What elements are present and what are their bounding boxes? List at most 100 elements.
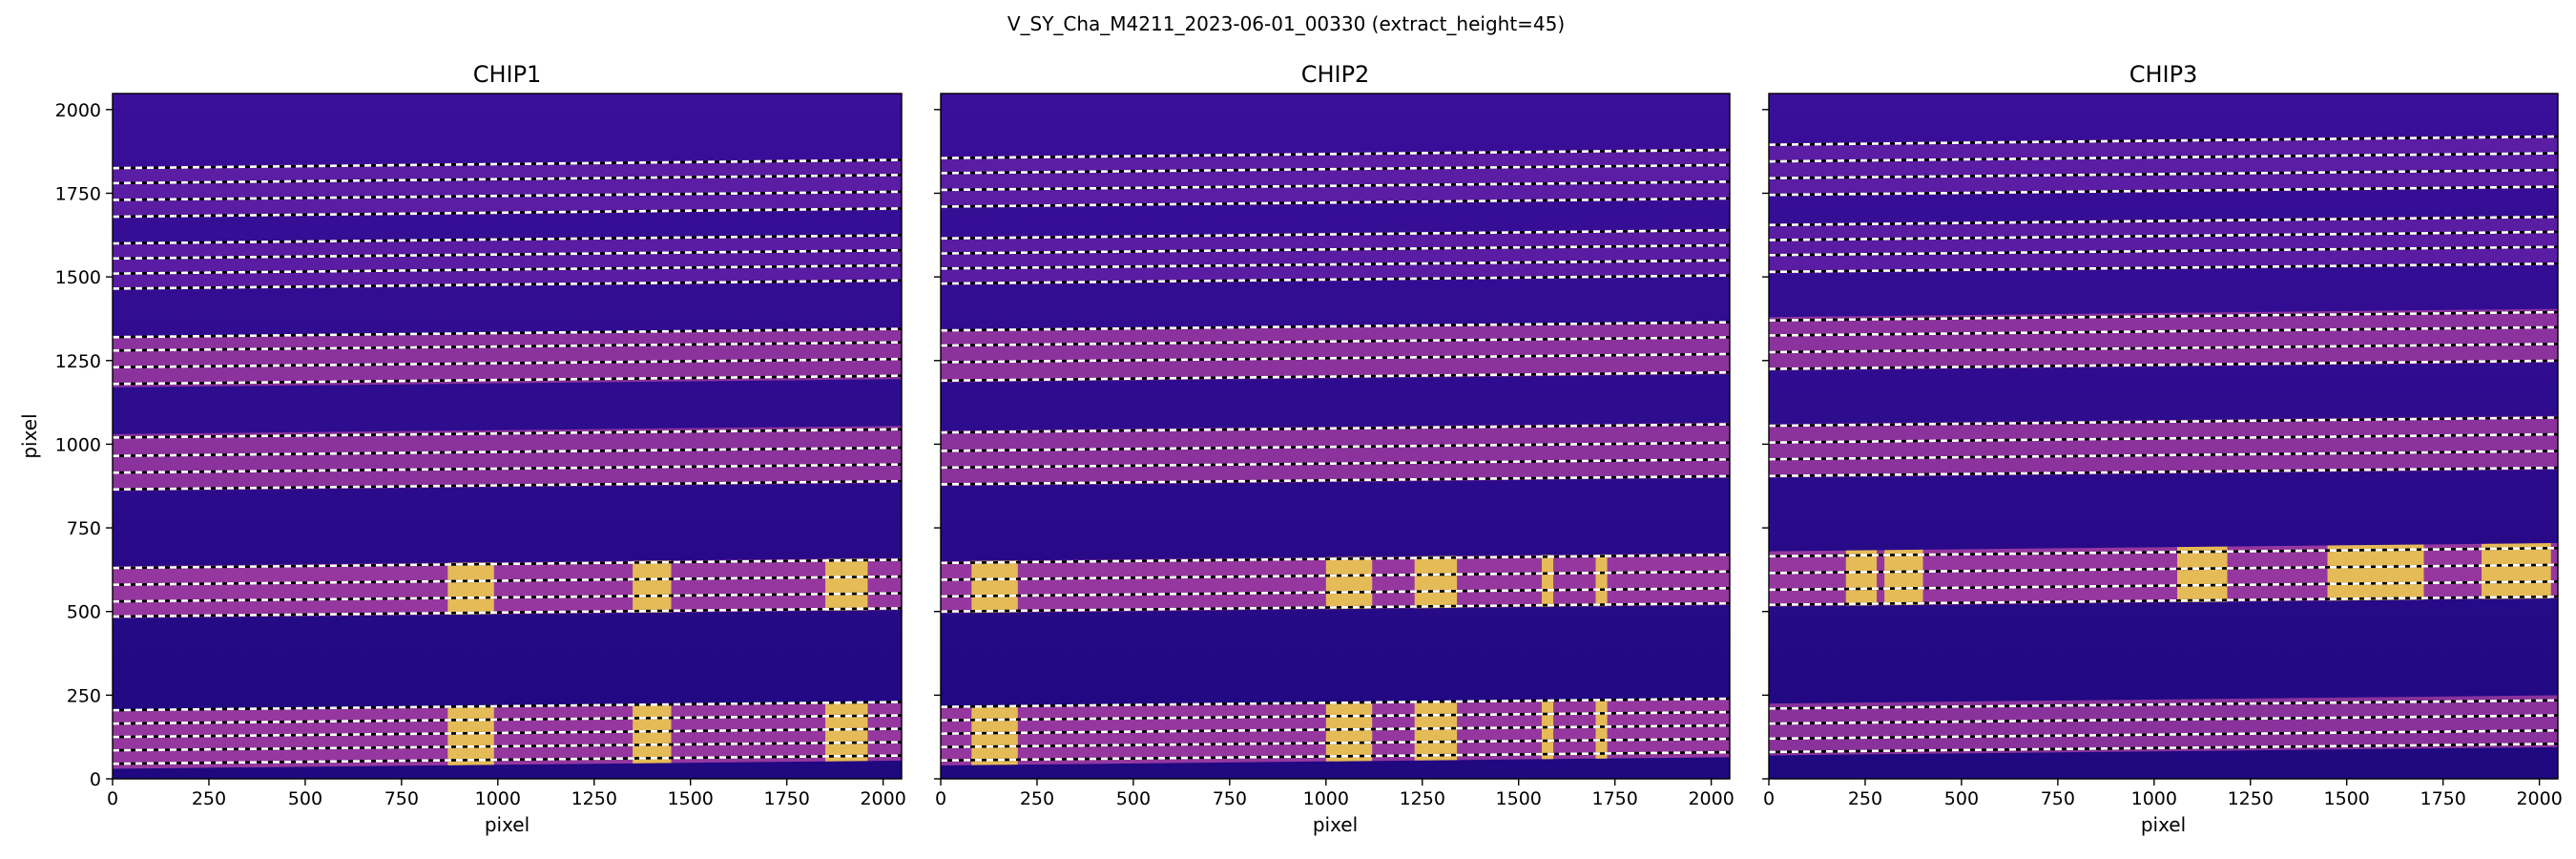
trace-line xyxy=(941,697,1730,708)
trace-line xyxy=(1769,215,2558,227)
panel-title: CHIP1 xyxy=(473,61,542,88)
order-band xyxy=(113,557,902,618)
trace-line xyxy=(941,228,1730,241)
trace-line xyxy=(941,423,1730,434)
trace-line xyxy=(113,446,902,457)
axes-frame xyxy=(940,93,1731,780)
x-tick-label: 1750 xyxy=(2420,788,2465,809)
bright-region xyxy=(1595,554,1608,607)
order-band xyxy=(1769,215,2558,274)
order-band xyxy=(113,157,902,219)
trace-line xyxy=(941,737,1730,748)
trace-line xyxy=(941,180,1730,192)
x-tick-label: 1250 xyxy=(571,788,617,809)
x-tick-label: 250 xyxy=(192,788,226,809)
bright-region xyxy=(1325,556,1373,610)
trace-line xyxy=(113,158,902,170)
trace-line xyxy=(113,357,902,369)
trace-line xyxy=(113,341,902,352)
x-tick-label: 1250 xyxy=(2228,788,2274,809)
x-tick-label: 500 xyxy=(1944,788,1979,809)
trace-line xyxy=(113,190,902,201)
bright-region xyxy=(825,702,868,762)
x-axis-label: pixel xyxy=(485,813,530,836)
order-band xyxy=(113,702,902,769)
x-tick-label: 2000 xyxy=(860,788,905,809)
trace-line xyxy=(113,741,902,752)
bright-region xyxy=(971,560,1018,614)
figure-suptitle: V_SY_Cha_M4211_2023-06-01_00330 (extract… xyxy=(1008,12,1565,35)
x-tick-label: 1750 xyxy=(1591,788,1637,809)
bright-region xyxy=(447,705,494,765)
order-band xyxy=(1769,695,2558,756)
axes-frame xyxy=(112,93,903,780)
trace-line xyxy=(1769,135,2558,146)
y-tick-label: 2000 xyxy=(55,100,101,121)
trace-line xyxy=(1769,432,2558,444)
image-area xyxy=(113,94,902,779)
trace-line xyxy=(113,374,902,386)
trace-line xyxy=(113,558,902,570)
y-axis-label: pixel xyxy=(18,413,41,458)
bright-region xyxy=(447,562,494,616)
trace-line xyxy=(1769,262,2558,274)
order-band xyxy=(113,426,902,492)
x-axis-label: pixel xyxy=(1313,813,1358,836)
trace-line xyxy=(941,274,1730,285)
trace-line xyxy=(113,479,902,492)
trace-line xyxy=(1769,450,2558,461)
trace-line xyxy=(941,243,1730,255)
trace-line xyxy=(113,727,902,739)
trace-line xyxy=(941,750,1730,763)
x-tick-label: 500 xyxy=(288,788,322,809)
trace-line xyxy=(113,463,902,474)
bright-region xyxy=(2482,543,2551,599)
trace-line xyxy=(113,327,902,339)
x-tick-label: 2000 xyxy=(2516,788,2562,809)
trace-line xyxy=(1769,546,2558,558)
trace-line xyxy=(1769,595,2558,606)
x-tick-label: 0 xyxy=(107,788,118,809)
x-tick-label: 750 xyxy=(384,788,419,809)
x-tick-label: 1000 xyxy=(475,788,521,809)
chip1-panel: CHIP1 0 250 500 750 1000 1250 1500 1750 2000 0 250 5… xyxy=(18,61,906,836)
x-tick-label: 1500 xyxy=(1496,788,1542,809)
trace-line xyxy=(113,701,902,712)
trace-line xyxy=(941,710,1730,722)
y-tick-label: 1500 xyxy=(55,267,101,288)
bright-region xyxy=(1541,555,1554,607)
order-band xyxy=(113,328,902,388)
trace-line xyxy=(941,197,1730,208)
trace-line xyxy=(941,259,1730,270)
x-tick-label: 1250 xyxy=(1400,788,1445,809)
trace-line xyxy=(113,428,902,439)
trace-line xyxy=(113,234,902,245)
y-tick-label: 0 xyxy=(90,769,101,790)
chip3-panel: CHIP3 0 250 500 750 1000 1250 1500 1750 2000 pixel xyxy=(1762,61,2563,836)
trace-line xyxy=(113,207,902,219)
x-tick-label: 1500 xyxy=(2324,788,2370,809)
trace-line xyxy=(941,458,1730,470)
bright-region xyxy=(825,558,868,611)
x-tick-label: 750 xyxy=(1213,788,1247,809)
order-band xyxy=(113,235,902,291)
axes-frame xyxy=(1768,93,2559,780)
y-tick-label: 1000 xyxy=(55,434,101,455)
trace-line xyxy=(1769,152,2558,163)
trace-line xyxy=(941,352,1730,364)
x-tick-label: 0 xyxy=(935,788,946,809)
trace-line xyxy=(1769,359,2558,370)
bright-region xyxy=(2327,544,2424,601)
x-tick-label: 1750 xyxy=(763,788,809,809)
x-tick-label: 500 xyxy=(1116,788,1151,809)
trace-line xyxy=(1769,743,2558,754)
bright-region xyxy=(1845,550,1878,606)
trace-line xyxy=(1769,310,2558,322)
trace-line xyxy=(941,587,1730,598)
order-band xyxy=(941,322,1730,383)
bright-region xyxy=(1325,702,1373,762)
x-tick-label: 1000 xyxy=(2131,788,2177,809)
trace-line xyxy=(941,336,1730,347)
bright-region xyxy=(633,560,672,614)
